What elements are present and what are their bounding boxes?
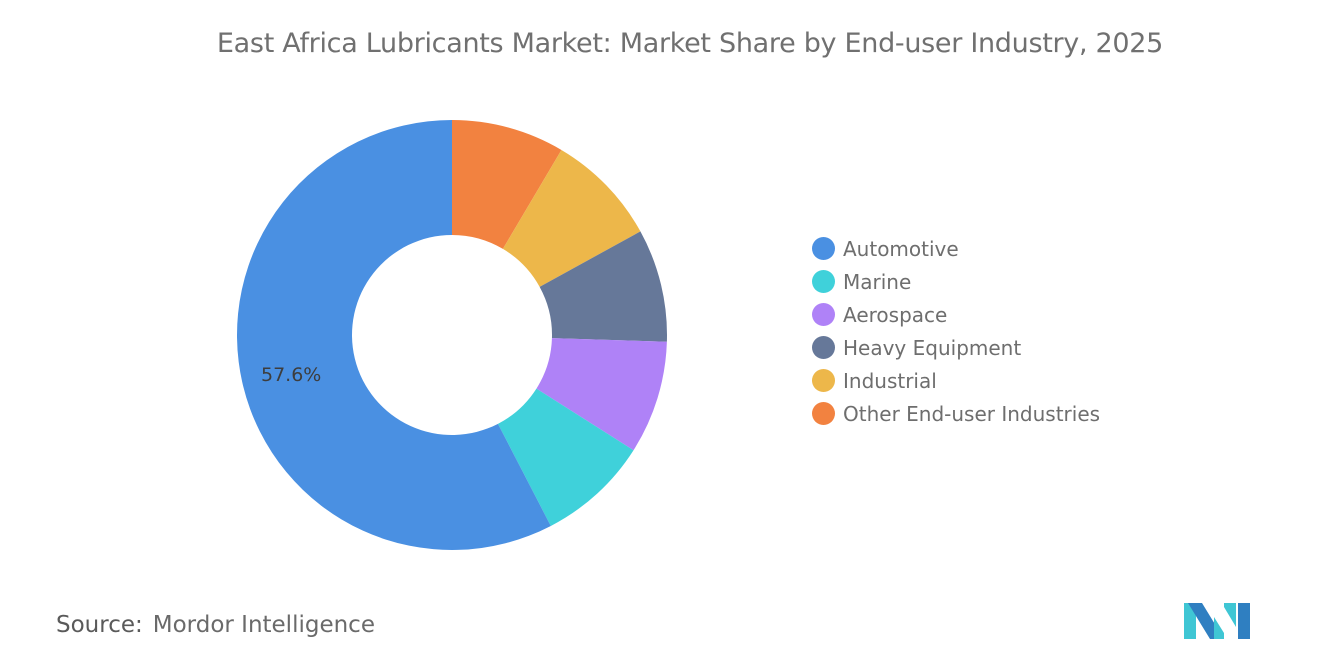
slice-other-end-user-industries (452, 120, 562, 249)
source-note: Source: Mordor Intelligence (56, 612, 375, 638)
legend-swatch (812, 336, 835, 359)
legend-item: Automotive (812, 232, 1100, 265)
slice-heavy-equipment (539, 231, 668, 342)
legend-label: Aerospace (843, 302, 948, 327)
legend-label: Heavy Equipment (843, 335, 1022, 360)
legend: Automotive Marine Aerospace Heavy Equipment… (812, 232, 1100, 430)
mordor-logo-icon (1184, 603, 1250, 639)
slice-industrial (502, 149, 641, 287)
legend-item: Other End-user Industries (812, 397, 1100, 430)
legend-swatch (812, 369, 835, 392)
legend-item: Marine (812, 265, 1100, 298)
donut-chart: 57.6% (237, 120, 668, 551)
legend-item: Industrial (812, 364, 1100, 397)
legend-swatch (812, 303, 835, 326)
data-label: 57.6% (261, 364, 321, 386)
legend-item: Heavy Equipment (812, 331, 1100, 364)
legend-label: Marine (843, 269, 912, 294)
source-value: Mordor Intelligence (152, 612, 375, 638)
source-label: Source: (56, 612, 143, 638)
slice-aerospace (536, 338, 667, 451)
legend-swatch (812, 270, 835, 293)
slice-marine (497, 388, 634, 526)
legend-swatch (812, 402, 835, 425)
legend-swatch (812, 237, 835, 260)
legend-label: Industrial (843, 368, 937, 393)
legend-item: Aerospace (812, 298, 1100, 331)
legend-label: Other End-user Industries (843, 401, 1101, 426)
legend-label: Automotive (843, 236, 959, 261)
chart-title: East Africa Lubricants Market: Market Sh… (216, 28, 1164, 59)
slice-automotive (237, 120, 551, 551)
